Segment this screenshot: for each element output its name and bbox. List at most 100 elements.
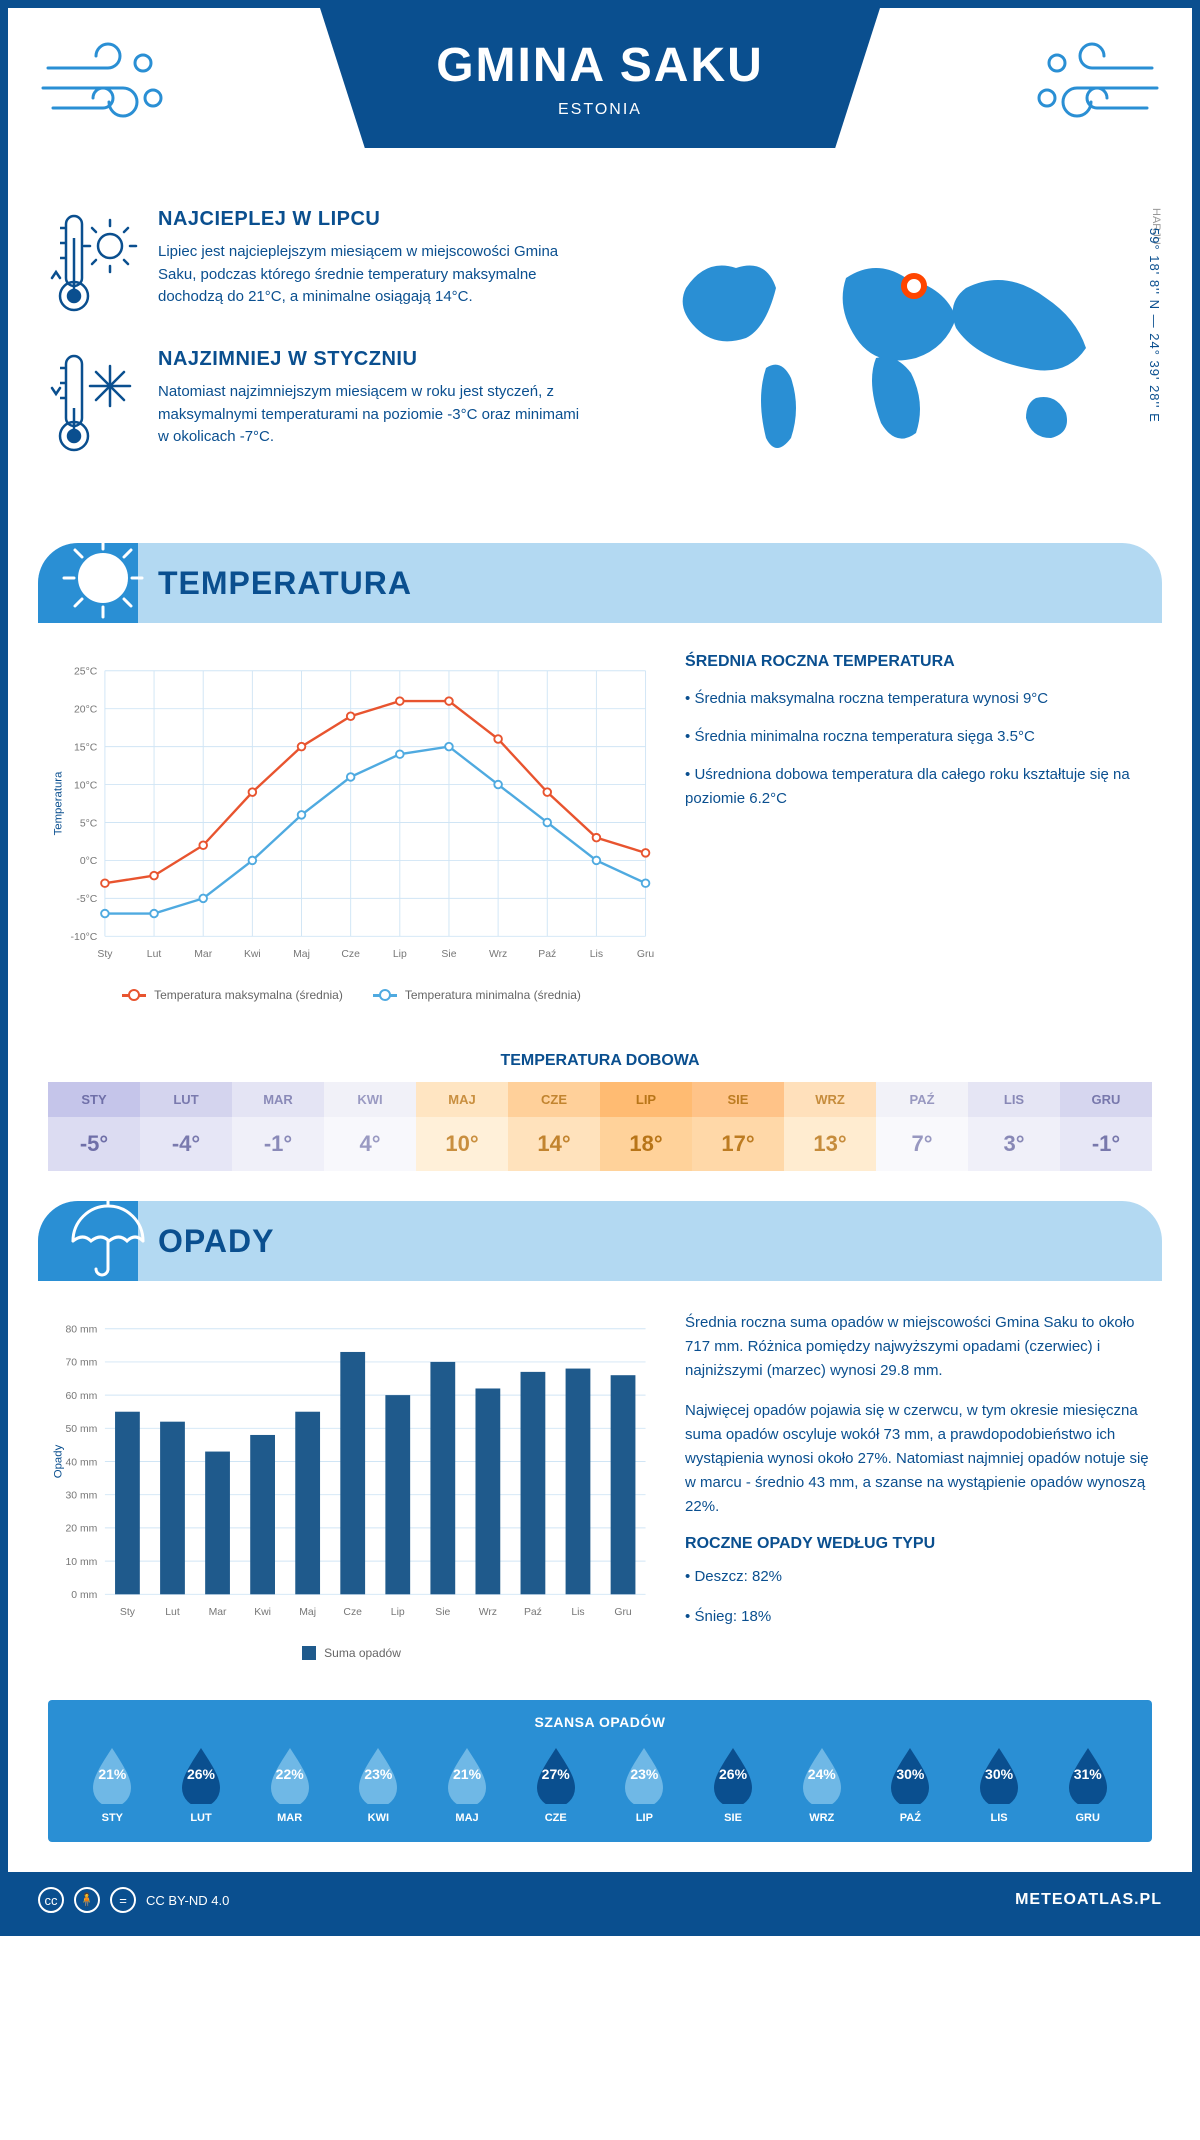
temp-bullet: • Średnia maksymalna roczna temperatura … xyxy=(685,687,1152,711)
svg-text:25°C: 25°C xyxy=(74,667,98,678)
chance-drop: 27%CZE xyxy=(511,1744,600,1824)
dobowa-cell: GRU-1° xyxy=(1060,1082,1152,1171)
svg-text:10°C: 10°C xyxy=(74,780,98,791)
svg-text:Kwi: Kwi xyxy=(254,1607,271,1618)
svg-text:-5°C: -5°C xyxy=(76,894,97,905)
svg-text:60 mm: 60 mm xyxy=(65,1391,97,1402)
dobowa-cell: MAR-1° xyxy=(232,1082,324,1171)
chance-drop: 31%GRU xyxy=(1043,1744,1132,1824)
coordinates: 59° 18' 8'' N — 24° 39' 28'' E xyxy=(1147,228,1162,423)
thermometer-snow-icon xyxy=(48,348,138,458)
svg-text:40 mm: 40 mm xyxy=(65,1457,97,1468)
svg-text:Kwi: Kwi xyxy=(244,949,261,960)
dobowa-cell: MAJ10° xyxy=(416,1082,508,1171)
legend-precip: Suma opadów xyxy=(302,1646,401,1660)
wind-deco-right-icon xyxy=(1022,38,1162,138)
svg-text:Sie: Sie xyxy=(435,1607,450,1618)
svg-text:Gru: Gru xyxy=(614,1607,632,1618)
svg-text:Cze: Cze xyxy=(343,1607,362,1618)
chance-drop: 24%WRZ xyxy=(777,1744,866,1824)
map-marker-icon xyxy=(904,276,924,296)
temp-bullet: • Średnia minimalna roczna temperatura s… xyxy=(685,725,1152,749)
precip-bar-chart: 0 mm 10 mm 20 mm 30 mm 40 mm 50 mm 60 mm 70 mm 8… xyxy=(48,1311,655,1631)
dobowa-cell: STY-5° xyxy=(48,1082,140,1171)
svg-text:Mar: Mar xyxy=(209,1607,227,1618)
temperature-title: TEMPERATURA xyxy=(158,565,412,602)
svg-text:-10°C: -10°C xyxy=(71,932,98,943)
precip-title: OPADY xyxy=(158,1223,274,1260)
svg-text:Maj: Maj xyxy=(293,949,310,960)
svg-text:Lut: Lut xyxy=(147,949,162,960)
svg-text:Sty: Sty xyxy=(120,1607,136,1618)
site-name: METEOATLAS.PL xyxy=(1015,1891,1162,1909)
coldest-block: NAJZIMNIEJ W STYCZNIU Natomiast najzimni… xyxy=(48,348,580,458)
nd-icon: = xyxy=(110,1887,136,1913)
temp-info-title: ŚREDNIA ROCZNA TEMPERATURA xyxy=(685,653,1152,671)
precip-section-header: OPADY xyxy=(38,1201,1162,1281)
dobowa-cell: KWI4° xyxy=(324,1082,416,1171)
chance-drop: 23%LIP xyxy=(600,1744,689,1824)
svg-text:Paź: Paź xyxy=(524,1607,542,1618)
dobowa-table: STY-5°LUT-4°MAR-1°KWI4°MAJ10°CZE14°LIP18… xyxy=(48,1082,1152,1171)
precip-type-item: • Śnieg: 18% xyxy=(685,1605,1152,1629)
svg-text:Cze: Cze xyxy=(341,949,360,960)
svg-text:80 mm: 80 mm xyxy=(65,1325,97,1336)
dobowa-cell: CZE14° xyxy=(508,1082,600,1171)
chance-drop: 21%MAJ xyxy=(423,1744,512,1824)
svg-text:5°C: 5°C xyxy=(80,818,98,829)
world-map-icon xyxy=(620,208,1152,488)
svg-text:70 mm: 70 mm xyxy=(65,1358,97,1369)
chance-drop: 23%KWI xyxy=(334,1744,423,1824)
precip-chance-box: SZANSA OPADÓW 21%STY26%LUT22%MAR23%KWI21… xyxy=(48,1700,1152,1842)
chance-title: SZANSA OPADÓW xyxy=(68,1714,1132,1730)
svg-text:50 mm: 50 mm xyxy=(65,1424,97,1435)
svg-text:10 mm: 10 mm xyxy=(65,1557,97,1568)
temp-bullet: • Uśredniona dobowa temperatura dla całe… xyxy=(685,763,1152,811)
chance-drop: 26%LUT xyxy=(157,1744,246,1824)
precip-type-title: ROCZNE OPADY WEDŁUG TYPU xyxy=(685,1535,1152,1553)
coldest-title: NAJZIMNIEJ W STYCZNIU xyxy=(158,348,580,371)
svg-text:Temperatura: Temperatura xyxy=(52,771,64,836)
svg-text:15°C: 15°C xyxy=(74,742,98,753)
temperature-line-chart: -10°C -5°C 0°C 5°C 10°C 15°C 20°C 25°C Sty Lut Mar… xyxy=(48,653,655,973)
dobowa-title: TEMPERATURA DOBOWA xyxy=(8,1052,1192,1070)
legend-max: Temperatura maksymalna (średnia) xyxy=(122,988,343,1002)
svg-text:Paź: Paź xyxy=(538,949,556,960)
legend-min: Temperatura minimalna (średnia) xyxy=(373,988,581,1002)
dobowa-cell: WRZ13° xyxy=(784,1082,876,1171)
svg-text:Opady: Opady xyxy=(52,1444,64,1478)
svg-text:Lis: Lis xyxy=(590,949,603,960)
umbrella-icon xyxy=(58,1191,148,1281)
chance-drop: 22%MAR xyxy=(245,1744,334,1824)
chance-drop: 26%SIE xyxy=(689,1744,778,1824)
dobowa-cell: PAŹ7° xyxy=(876,1082,968,1171)
svg-text:Lis: Lis xyxy=(571,1607,584,1618)
svg-text:20°C: 20°C xyxy=(74,704,98,715)
country-label: ESTONIA xyxy=(558,101,642,119)
warmest-title: NAJCIEPLEJ W LIPCU xyxy=(158,208,580,231)
precip-type-item: • Deszcz: 82% xyxy=(685,1565,1152,1589)
svg-text:20 mm: 20 mm xyxy=(65,1524,97,1535)
sun-icon xyxy=(58,533,148,623)
header: GMINA SAKU ESTONIA xyxy=(8,8,1192,188)
by-icon: 🧍 xyxy=(74,1887,100,1913)
svg-text:Mar: Mar xyxy=(194,949,212,960)
license-text: CC BY-ND 4.0 xyxy=(146,1893,229,1908)
precip-para: Średnia roczna suma opadów w miejscowośc… xyxy=(685,1311,1152,1383)
svg-text:30 mm: 30 mm xyxy=(65,1491,97,1502)
chance-drop: 30%LIS xyxy=(955,1744,1044,1824)
dobowa-cell: LIP18° xyxy=(600,1082,692,1171)
svg-text:Sty: Sty xyxy=(97,949,113,960)
coldest-text: Natomiast najzimniejszym miesiącem w rok… xyxy=(158,381,580,449)
thermometer-sun-icon xyxy=(48,208,138,318)
svg-text:Lut: Lut xyxy=(165,1607,180,1618)
page-title: GMINA SAKU xyxy=(436,38,764,93)
svg-text:Wrz: Wrz xyxy=(489,949,507,960)
svg-text:Wrz: Wrz xyxy=(479,1607,497,1618)
svg-text:Sie: Sie xyxy=(441,949,456,960)
svg-text:0 mm: 0 mm xyxy=(71,1590,97,1601)
chance-drop: 30%PAŹ xyxy=(866,1744,955,1824)
chance-drop: 21%STY xyxy=(68,1744,157,1824)
svg-text:0°C: 0°C xyxy=(80,856,98,867)
svg-text:Gru: Gru xyxy=(637,949,655,960)
